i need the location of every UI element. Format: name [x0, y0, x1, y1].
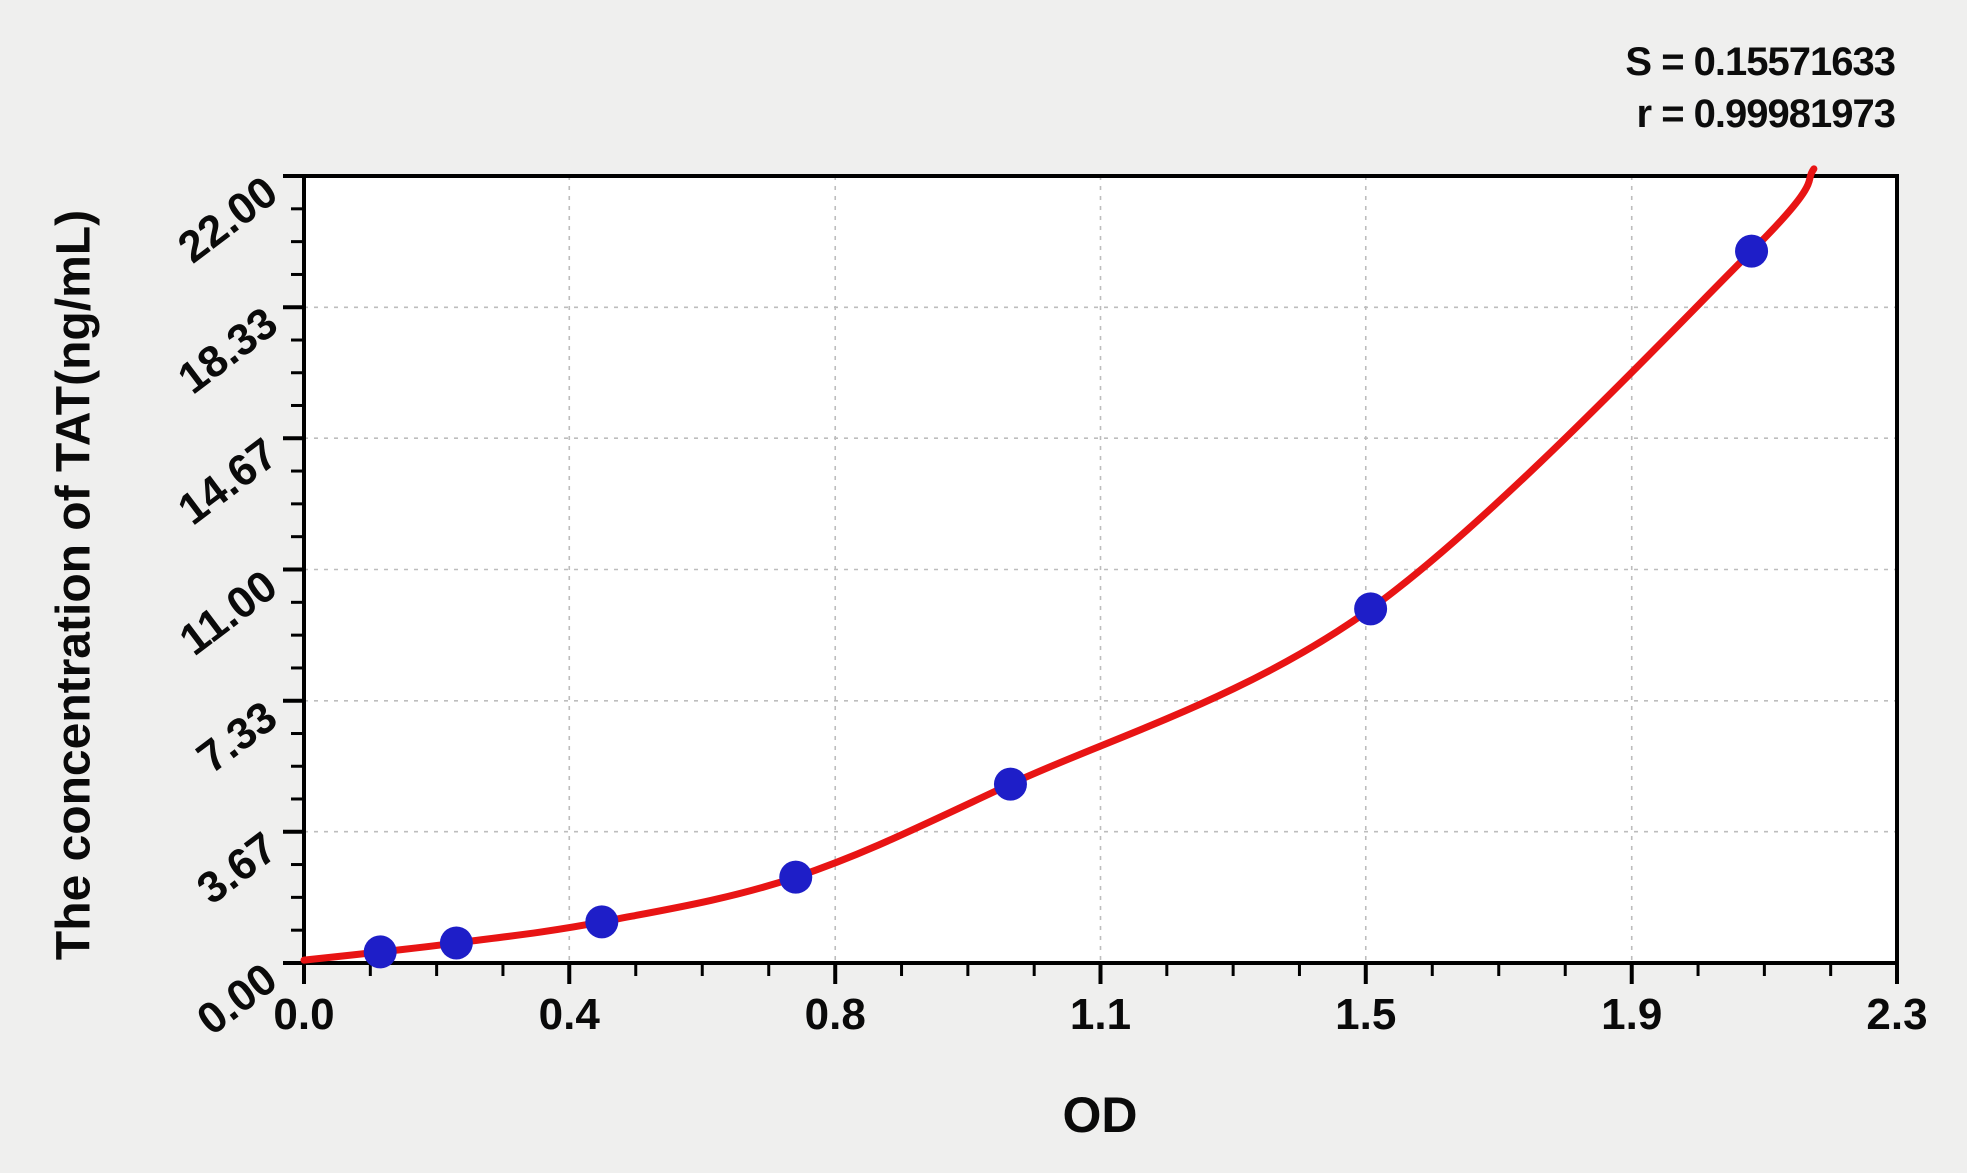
data-point: [993, 767, 1027, 801]
data-point: [779, 860, 813, 894]
x-tick-label: 1.9: [1601, 990, 1663, 1039]
x-tick-label: 1.1: [1069, 990, 1132, 1039]
data-point: [585, 905, 619, 939]
stat-r-value: r = 0.99981973: [1636, 92, 1896, 136]
data-point: [363, 935, 397, 969]
y-axis-title: The concentration of TAT(ng/mL): [47, 209, 101, 961]
stat-s-value: S = 0.15571633: [1625, 40, 1896, 84]
data-point: [1354, 592, 1388, 626]
x-tick-label: 0.4: [538, 990, 600, 1039]
fit-statistics: S = 0.15571633 r = 0.99981973: [1625, 36, 1896, 140]
x-tick-label: 1.5: [1335, 990, 1397, 1039]
x-tick-label: 0.8: [804, 990, 866, 1039]
data-point: [1735, 234, 1769, 268]
x-tick-label: 2.3: [1866, 990, 1928, 1039]
x-tick-label: 0.0: [273, 990, 335, 1039]
data-point: [439, 926, 473, 960]
x-axis-title: OD: [1062, 1087, 1138, 1143]
